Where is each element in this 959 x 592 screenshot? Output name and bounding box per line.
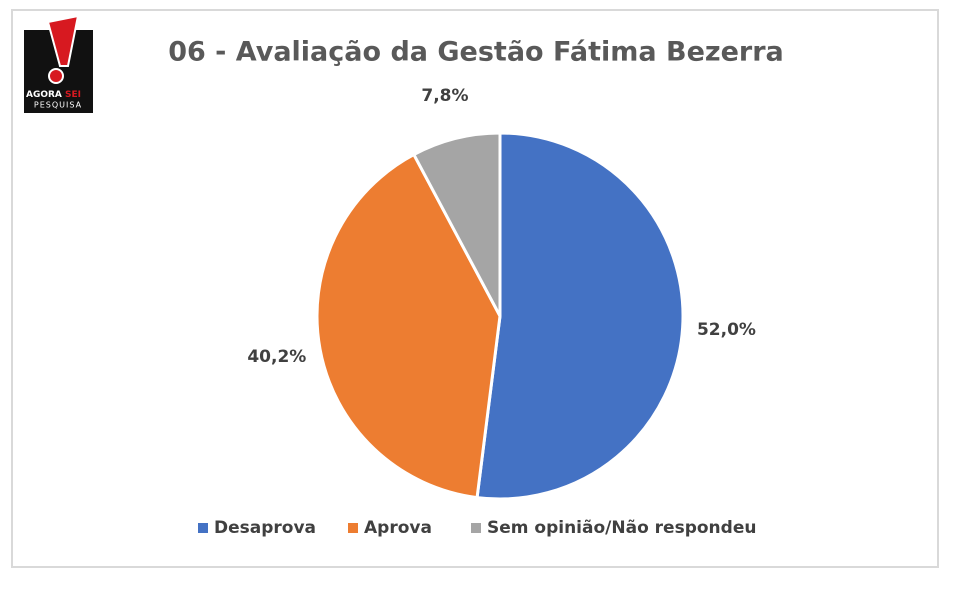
legend-marker — [471, 523, 481, 533]
data-label: 7,8% — [421, 86, 468, 106]
legend-label: Desaprova — [214, 518, 316, 538]
logo-brand-2: SEI — [65, 90, 81, 100]
data-label: 52,0% — [697, 320, 756, 340]
logo-mark — [46, 14, 80, 67]
chart-title: 06 - Avaliação da Gestão Fátima Bezerra — [168, 37, 784, 68]
legend-marker — [198, 523, 208, 533]
logo-text: AGORA SEI — [26, 90, 81, 100]
pie-slice — [475, 131, 685, 501]
legend-marker — [348, 523, 358, 533]
pie-slice — [411, 131, 502, 317]
logo: AGORA SEI PESQUISA — [24, 14, 93, 113]
data-label: 40,2% — [247, 347, 306, 367]
logo-dot — [48, 68, 64, 84]
logo-tagline: PESQUISA — [34, 101, 82, 110]
pie-slice — [315, 152, 502, 500]
legend-label: Aprova — [364, 518, 432, 538]
logo-brand-1: AGORA — [26, 90, 62, 100]
legend-label: Sem opinião/Não respondeu — [487, 518, 756, 538]
